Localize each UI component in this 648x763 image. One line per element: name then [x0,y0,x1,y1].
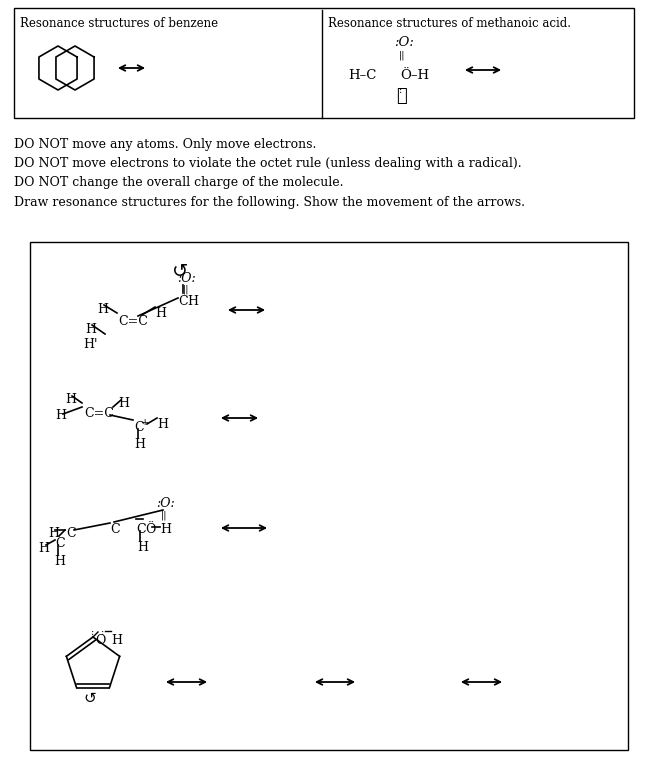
Text: Ö–H: Ö–H [400,69,429,82]
Text: :: : [399,86,402,95]
Text: H': H' [83,338,97,351]
Text: H: H [48,527,59,540]
Text: H: H [187,295,198,308]
Text: DO NOT move electrons to violate the octet rule (unless dealing with a radical).: DO NOT move electrons to violate the oct… [14,157,522,170]
Text: :O:: :O: [177,272,196,285]
Text: Draw resonance structures for the following. Show the movement of the arrows.: Draw resonance structures for the follow… [14,196,525,209]
Text: Resonance structures of benzene: Resonance structures of benzene [20,17,218,30]
Text: C: C [66,527,76,540]
Text: :O:: :O: [156,497,175,510]
Text: H: H [155,307,166,320]
Text: H: H [157,418,168,431]
Text: H: H [134,438,145,451]
Text: :: : [91,628,94,637]
Text: Ö: Ö [145,523,156,536]
Text: ↺: ↺ [83,691,96,706]
Bar [30,242,628,750]
Text: +: + [141,418,149,427]
Text: H: H [65,393,76,406]
Text: H–C: H–C [348,69,376,82]
Text: H: H [55,409,66,422]
Text: ||: || [183,284,189,294]
Text: ⌣: ⌣ [396,87,407,105]
Text: DO NOT move any atoms. Only move electrons.: DO NOT move any atoms. Only move electro… [14,138,316,151]
Bar [14,8,634,118]
Text: C: C [55,537,65,550]
Text: -: - [318,238,322,248]
Text: C: C [110,523,120,536]
Text: C=C: C=C [84,407,114,420]
Text: H: H [137,541,148,554]
Text: C: C [178,295,188,308]
Text: H: H [118,397,129,410]
Text: ||: || [399,50,406,60]
Text: ↺: ↺ [172,262,189,281]
Text: O: O [95,634,106,647]
Text: H: H [38,542,49,555]
Text: ||: || [161,511,167,520]
Text: C: C [136,523,146,536]
Text: H: H [54,555,65,568]
Text: C=C: C=C [118,315,148,328]
Text: :: : [101,628,104,637]
Text: H: H [160,523,171,536]
Text: H: H [111,634,122,647]
Text: Resonance structures of methanoic acid.: Resonance structures of methanoic acid. [328,17,571,30]
Text: H: H [85,323,96,336]
Text: H: H [97,303,108,316]
Text: DO NOT change the overall charge of the molecule.: DO NOT change the overall charge of the … [14,176,343,189]
Text: :O:: :O: [394,36,414,49]
Text: C: C [134,421,144,434]
